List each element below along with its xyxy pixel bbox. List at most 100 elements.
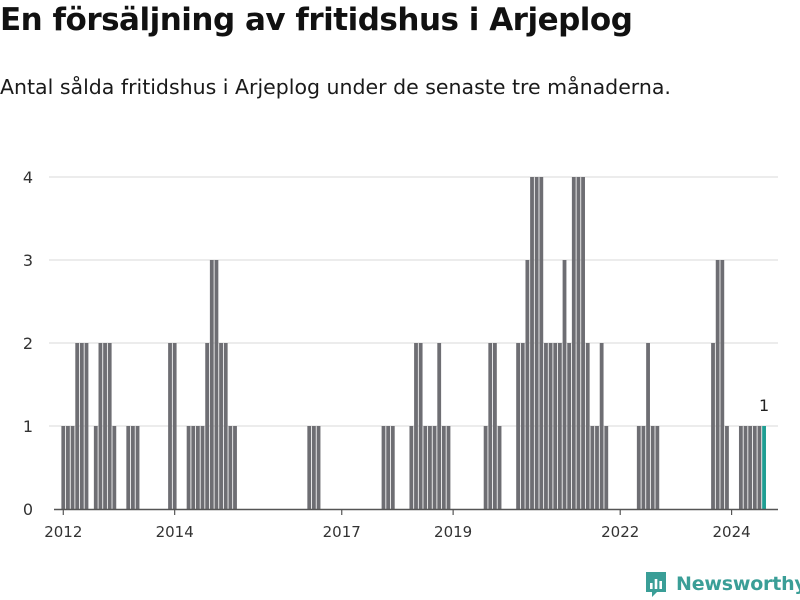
bar (223, 343, 228, 509)
bar (562, 260, 567, 509)
bar (548, 343, 553, 509)
bar-chart: 0 1 2 3 4 2012 2014 2017 2019 2022 2024 1 (23, 168, 778, 541)
bar (525, 260, 530, 509)
y-tick-label: 0 (23, 500, 33, 519)
bar (307, 426, 312, 509)
bar (93, 426, 98, 509)
bar (650, 426, 655, 509)
bar (483, 426, 488, 509)
bar (576, 177, 581, 509)
x-tick-label: 2019 (434, 523, 472, 541)
bar (725, 426, 729, 509)
bar (205, 343, 210, 509)
bar (544, 343, 548, 509)
bar (437, 343, 442, 509)
bar (752, 426, 757, 509)
bar (228, 426, 233, 509)
bar (423, 426, 428, 509)
bar (219, 343, 223, 509)
bar (711, 343, 715, 509)
bar (636, 426, 641, 509)
brand-name: Newsworthy (676, 573, 800, 595)
bar (655, 426, 660, 509)
page-title: En försäljning av fritidshus i Arjeplog (0, 2, 633, 38)
bar (381, 426, 386, 509)
y-axis-labels: 0 1 2 3 4 (23, 168, 33, 519)
bar (441, 426, 446, 509)
bar (233, 426, 237, 509)
newsworthy-logo-icon (646, 572, 666, 597)
bar (646, 343, 650, 509)
bar (743, 426, 748, 509)
bar (209, 260, 214, 509)
bar (641, 426, 646, 509)
bar (581, 177, 585, 509)
bar (418, 343, 423, 509)
bar (534, 177, 539, 509)
y-tick-label: 3 (23, 251, 33, 270)
bar (520, 343, 525, 509)
bar (409, 426, 414, 509)
y-tick-label: 1 (23, 417, 33, 436)
bar (103, 343, 107, 509)
bar (414, 343, 418, 509)
bar (715, 260, 720, 509)
bar (70, 426, 75, 509)
x-tick-label: 2017 (323, 523, 361, 541)
bar-highlight (762, 426, 766, 509)
y-tick-label: 2 (23, 334, 33, 353)
bar (126, 426, 131, 509)
bar (599, 343, 604, 509)
x-tick-label: 2014 (156, 523, 194, 541)
bar (61, 426, 66, 509)
bar (516, 343, 521, 509)
bar (79, 343, 84, 509)
bar (130, 426, 135, 509)
bar (530, 177, 534, 509)
bar (214, 260, 219, 509)
bar (492, 343, 497, 509)
bar-value-label: 1 (759, 396, 769, 415)
bar (135, 426, 140, 509)
bar (168, 343, 172, 509)
bar (539, 177, 544, 509)
bar (75, 343, 80, 509)
bar (311, 426, 316, 509)
chart-annotations: 1 (759, 396, 769, 415)
bar (571, 177, 576, 509)
bar (195, 426, 200, 509)
bar (386, 426, 391, 509)
bar (316, 426, 321, 509)
bar (748, 426, 753, 509)
bar (186, 426, 191, 509)
chart-bars (61, 177, 766, 509)
bar (585, 343, 590, 509)
bar (738, 426, 743, 509)
bar (595, 426, 599, 509)
bar (390, 426, 395, 509)
x-tick-label: 2024 (712, 523, 750, 541)
bar (172, 343, 177, 509)
bar (428, 426, 432, 509)
page-subtitle: Antal sålda fritidshus i Arjeplog under … (0, 75, 671, 99)
x-axis-labels: 2012 2014 2017 2019 2022 2024 (44, 509, 751, 541)
bar (112, 426, 117, 509)
brand-logo: Newsworthy (644, 568, 800, 600)
x-tick-label: 2022 (601, 523, 639, 541)
bar (553, 343, 558, 509)
bar (446, 426, 451, 509)
bar (590, 426, 595, 509)
bar (488, 343, 493, 509)
bar (604, 426, 609, 509)
bar (497, 426, 502, 509)
bar (98, 343, 103, 509)
bar (567, 343, 572, 509)
bar (84, 343, 89, 509)
chart-gridlines (49, 176, 778, 427)
x-tick-label: 2012 (44, 523, 82, 541)
bar (432, 426, 437, 509)
bar (757, 426, 762, 509)
y-tick-label: 4 (23, 168, 33, 187)
bar (557, 343, 562, 509)
bar (720, 260, 725, 509)
